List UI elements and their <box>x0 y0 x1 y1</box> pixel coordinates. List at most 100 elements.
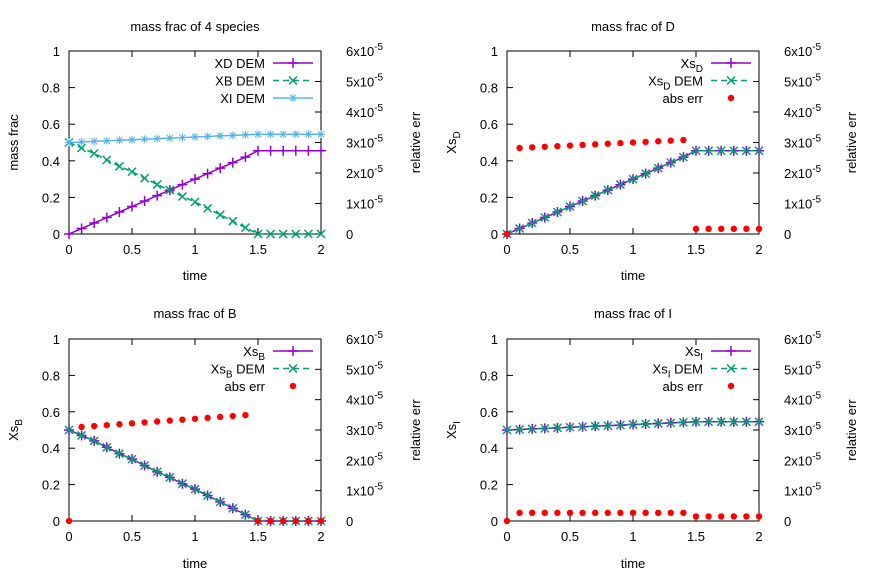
legend-entry-3: XI DEM <box>220 91 313 106</box>
y-tick-label: 1 <box>53 332 60 347</box>
legend-text: XI DEM <box>220 91 265 106</box>
legend-label: abs err <box>663 379 704 394</box>
y2-tick-exponent: -5 <box>374 421 383 432</box>
err-point <box>718 513 725 520</box>
data-point <box>666 418 676 428</box>
data-point <box>203 132 212 141</box>
y2-tick-exponent: -5 <box>812 42 821 53</box>
y-axis-label: XsD <box>444 131 463 153</box>
data-point <box>552 207 562 217</box>
err-point <box>179 416 186 423</box>
data-point <box>127 201 137 212</box>
data-point <box>266 229 276 239</box>
err-point <box>692 225 700 233</box>
series-1 <box>64 145 326 239</box>
y2-tick-label: 0 <box>346 227 353 242</box>
data-point <box>253 229 263 239</box>
chart-title: mass frac of D <box>591 19 675 34</box>
data-point <box>590 191 600 201</box>
y-tick-label: 0.6 <box>42 405 60 420</box>
y2-tick-mantissa: 6x10 <box>784 44 812 59</box>
series-line <box>68 141 321 235</box>
data-point <box>527 424 537 434</box>
legend-text: Xs <box>681 56 697 71</box>
y2-tick-label: 2x10-5 <box>346 451 384 468</box>
legend-text: Xs <box>685 344 701 359</box>
x-tick-label: 1.5 <box>687 529 705 544</box>
legend-suffix: DEM <box>233 362 266 377</box>
y2-tick-mantissa: 0 <box>784 227 791 242</box>
err-point <box>154 418 161 425</box>
legend-entry-2: XB DEM <box>215 74 313 89</box>
y-tick-label: 0.2 <box>42 190 60 205</box>
legend-label: XB DEM <box>215 74 265 89</box>
data-point <box>114 161 124 171</box>
y2-tick-label: 0 <box>784 514 791 529</box>
series-3 <box>65 130 325 147</box>
y2-tick-mantissa: 5x10 <box>784 362 812 377</box>
err-point <box>718 225 725 233</box>
y2-tick-exponent: -5 <box>374 195 383 206</box>
err-point <box>65 517 73 525</box>
legend-text: abs err <box>663 379 704 394</box>
y-axis-label: XsI <box>444 421 463 439</box>
y2-tick-exponent: -5 <box>812 103 821 114</box>
data-point <box>165 185 175 195</box>
legend-label: XI DEM <box>220 91 265 106</box>
legend-subscript: B <box>226 370 233 381</box>
err-point <box>705 225 712 233</box>
data-point <box>741 146 751 156</box>
data-point <box>741 417 751 427</box>
data-point <box>641 169 651 179</box>
data-point <box>678 417 688 427</box>
x-tick-label: 0.5 <box>123 529 141 544</box>
data-point <box>716 417 726 427</box>
y2-tick-mantissa: 2x10 <box>784 166 812 181</box>
data-point <box>552 423 562 433</box>
abs-err-series <box>65 411 325 525</box>
y2-axis-label: relative err <box>844 111 859 173</box>
data-point <box>64 229 74 239</box>
err-point <box>503 517 511 525</box>
y2-tick-mantissa: 6x10 <box>346 44 374 59</box>
y2-tick-label: 6x10-5 <box>784 42 822 59</box>
y2-tick-exponent: -5 <box>812 360 821 371</box>
data-point <box>190 197 200 207</box>
x-tick-label: 1 <box>629 242 636 257</box>
data-point <box>317 130 325 139</box>
data-point <box>291 229 301 239</box>
data-point <box>653 418 663 428</box>
y2-tick-mantissa: 6x10 <box>784 332 812 347</box>
err-point <box>743 513 750 520</box>
y-tick-label: 0.8 <box>42 368 60 383</box>
data-point <box>203 203 213 213</box>
y2-tick-label: 6x10-5 <box>784 330 822 347</box>
err-point <box>529 509 536 517</box>
err-point <box>617 139 624 147</box>
data-point <box>228 131 237 140</box>
data-point <box>316 145 326 156</box>
data-point <box>678 152 688 162</box>
y-tick-label: 0.4 <box>480 441 498 456</box>
chart-title: mass frac of B <box>153 306 236 321</box>
y2-tick-exponent: -5 <box>812 164 821 175</box>
y2-axis-label: relative err <box>408 111 423 173</box>
data-point <box>165 472 175 482</box>
data-point <box>140 173 150 183</box>
err-point <box>116 421 123 428</box>
legend-label: XsB DEM <box>211 362 265 381</box>
err-point <box>529 144 536 151</box>
err-point <box>604 509 611 517</box>
legend-label: XsD <box>681 56 703 75</box>
series-2 <box>502 146 764 239</box>
y-tick-label: 0.6 <box>480 405 498 420</box>
err-point <box>655 509 662 517</box>
data-point <box>278 229 288 239</box>
err-point <box>566 142 574 149</box>
data-point <box>603 185 613 195</box>
y2-tick-mantissa: 3x10 <box>346 423 374 438</box>
y-axis-label-main: Xs <box>6 425 21 441</box>
legend-entry-1: XD DEM <box>214 56 313 71</box>
legend-entry-3: abs err <box>663 91 735 106</box>
data-point <box>578 196 588 206</box>
